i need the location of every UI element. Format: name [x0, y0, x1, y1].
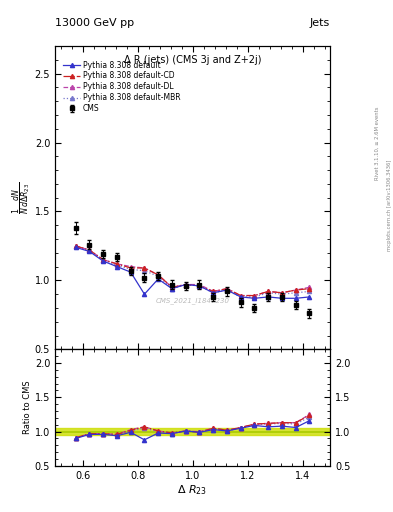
Pythia 8.308 default	[252, 295, 257, 302]
Line: Pythia 8.308 default-MBR: Pythia 8.308 default-MBR	[73, 244, 312, 299]
Pythia 8.308 default-CD	[184, 282, 188, 288]
Pythia 8.308 default	[170, 286, 174, 292]
Pythia 8.308 default-DL	[225, 286, 230, 292]
Pythia 8.308 default-DL	[211, 288, 216, 294]
Pythia 8.308 default-CD	[252, 292, 257, 298]
Pythia 8.308 default	[294, 295, 298, 302]
Pythia 8.308 default-CD	[294, 287, 298, 293]
Pythia 8.308 default-MBR	[87, 247, 92, 253]
Pythia 8.308 default-MBR	[266, 290, 270, 296]
Pythia 8.308 default-MBR	[115, 262, 119, 268]
Text: Jets: Jets	[310, 18, 330, 28]
X-axis label: $\Delta\ R_{23}$: $\Delta\ R_{23}$	[178, 483, 208, 497]
Pythia 8.308 default-DL	[142, 265, 147, 271]
Pythia 8.308 default-DL	[115, 261, 119, 267]
Pythia 8.308 default-DL	[266, 288, 270, 294]
Pythia 8.308 default	[307, 294, 312, 300]
Pythia 8.308 default-DL	[184, 282, 188, 288]
Pythia 8.308 default	[197, 283, 202, 289]
Pythia 8.308 default-CD	[73, 243, 78, 249]
Pythia 8.308 default-CD	[129, 265, 133, 271]
Pythia 8.308 default	[129, 269, 133, 275]
Pythia 8.308 default-MBR	[156, 273, 161, 280]
Pythia 8.308 default-MBR	[225, 287, 230, 293]
Line: Pythia 8.308 default: Pythia 8.308 default	[73, 245, 312, 301]
Pythia 8.308 default-MBR	[239, 294, 243, 300]
Pythia 8.308 default-CD	[239, 292, 243, 298]
Pythia 8.308 default-MBR	[211, 290, 216, 296]
Pythia 8.308 default-MBR	[184, 282, 188, 288]
Pythia 8.308 default-MBR	[279, 291, 284, 297]
Pythia 8.308 default	[142, 291, 147, 297]
Pythia 8.308 default-DL	[252, 292, 257, 298]
Pythia 8.308 default	[101, 258, 106, 264]
Pythia 8.308 default	[279, 295, 284, 302]
Legend: Pythia 8.308 default, Pythia 8.308 default-CD, Pythia 8.308 default-DL, Pythia 8: Pythia 8.308 default, Pythia 8.308 defau…	[62, 59, 182, 115]
Pythia 8.308 default-MBR	[252, 294, 257, 300]
Pythia 8.308 default	[73, 244, 78, 250]
Pythia 8.308 default-CD	[211, 288, 216, 294]
Pythia 8.308 default	[239, 294, 243, 300]
Pythia 8.308 default-MBR	[73, 243, 78, 249]
Pythia 8.308 default-CD	[115, 261, 119, 267]
Bar	[55, 428, 330, 435]
Pythia 8.308 default-CD	[170, 284, 174, 290]
Pythia 8.308 default-CD	[225, 286, 230, 292]
Text: Δ R (jets) (CMS 3j and Z+2j): Δ R (jets) (CMS 3j and Z+2j)	[124, 55, 261, 65]
Pythia 8.308 default-CD	[307, 286, 312, 292]
Pythia 8.308 default-CD	[142, 265, 147, 271]
Pythia 8.308 default	[211, 290, 216, 296]
Pythia 8.308 default	[225, 287, 230, 293]
Pythia 8.308 default-MBR	[142, 268, 147, 274]
Pythia 8.308 default-DL	[279, 290, 284, 296]
Line: Pythia 8.308 default-CD: Pythia 8.308 default-CD	[73, 244, 312, 297]
Pythia 8.308 default-DL	[156, 272, 161, 278]
Pythia 8.308 default-MBR	[294, 290, 298, 296]
Pythia 8.308 default-DL	[197, 282, 202, 288]
Y-axis label: Ratio to CMS: Ratio to CMS	[23, 381, 32, 434]
Pythia 8.308 default-MBR	[170, 286, 174, 292]
Pythia 8.308 default	[266, 294, 270, 300]
Pythia 8.308 default	[87, 248, 92, 254]
Pythia 8.308 default-MBR	[307, 288, 312, 294]
Pythia 8.308 default-DL	[73, 243, 78, 249]
Text: mcplots.cern.ch [arXiv:1306.3436]: mcplots.cern.ch [arXiv:1306.3436]	[387, 159, 391, 250]
Text: 13000 GeV pp: 13000 GeV pp	[55, 18, 134, 28]
Pythia 8.308 default-DL	[170, 284, 174, 290]
Pythia 8.308 default	[184, 282, 188, 288]
Pythia 8.308 default-MBR	[101, 257, 106, 263]
Pythia 8.308 default-CD	[279, 290, 284, 296]
Pythia 8.308 default-MBR	[197, 283, 202, 289]
Pythia 8.308 default-DL	[129, 264, 133, 270]
Text: CMS_2021_I1847230: CMS_2021_I1847230	[156, 297, 230, 304]
Pythia 8.308 default	[115, 264, 119, 270]
Pythia 8.308 default-MBR	[129, 266, 133, 272]
Pythia 8.308 default-CD	[197, 283, 202, 289]
Y-axis label: $\frac{1}{N}\frac{dN}{d\Delta R_{23}}$: $\frac{1}{N}\frac{dN}{d\Delta R_{23}}$	[11, 182, 33, 214]
Pythia 8.308 default-CD	[266, 288, 270, 294]
Pythia 8.308 default	[156, 276, 161, 282]
Pythia 8.308 default-DL	[307, 284, 312, 290]
Pythia 8.308 default-CD	[156, 272, 161, 278]
Pythia 8.308 default-DL	[101, 257, 106, 263]
Pythia 8.308 default-CD	[87, 247, 92, 253]
Pythia 8.308 default-CD	[101, 257, 106, 263]
Text: Rivet 3.1.10, ≥ 2.6M events: Rivet 3.1.10, ≥ 2.6M events	[375, 106, 380, 180]
Pythia 8.308 default-DL	[239, 292, 243, 298]
Pythia 8.308 default-DL	[294, 287, 298, 293]
Pythia 8.308 default-DL	[87, 247, 92, 253]
Line: Pythia 8.308 default-DL: Pythia 8.308 default-DL	[73, 244, 312, 297]
